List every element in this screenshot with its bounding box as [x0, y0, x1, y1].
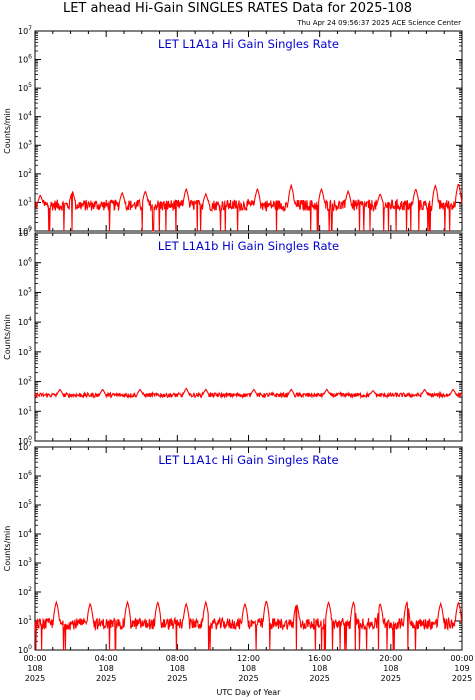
x-tick-time: 12:00	[237, 654, 260, 663]
y-tick-label: 106	[18, 257, 32, 268]
y-tick-exponent: 0	[28, 225, 32, 232]
x-tick-time: 16:00	[308, 654, 331, 663]
y-tick-exponent: 2	[28, 168, 32, 175]
x-tick-time: 00:00	[450, 654, 473, 663]
y-tick-label: 103	[18, 557, 32, 568]
y-tick-exponent: 1	[28, 615, 32, 622]
y-tick-label: 104	[18, 528, 32, 539]
x-tick-doy: 108	[312, 664, 327, 673]
y-tick-exponent: 1	[28, 196, 32, 203]
y-tick-label: 101	[18, 405, 32, 416]
y-tick-exponent: 4	[28, 528, 32, 535]
y-tick-exponent: 4	[28, 316, 32, 323]
x-tick-time: 20:00	[379, 654, 402, 663]
y-tick-label: 102	[18, 376, 32, 387]
y-tick-label: 107	[18, 25, 32, 36]
series-line-2	[34, 387, 463, 400]
y-tick-label: 105	[18, 499, 32, 510]
y-tick-exponent: 2	[28, 376, 32, 383]
y-tick-exponent: 5	[28, 499, 32, 506]
y-tick-exponent: 4	[28, 111, 32, 118]
y-tick-label: 106	[18, 470, 32, 481]
y-tick-exponent: 3	[28, 139, 32, 146]
x-tick-doy: 108	[383, 664, 398, 673]
y-tick-label: 103	[18, 346, 32, 357]
x-tick-doy: 108	[99, 664, 114, 673]
y-tick-label: 100	[18, 225, 32, 236]
x-tick-doy: 108	[241, 664, 256, 673]
x-tick-year: 2025	[452, 674, 472, 683]
panel-title-3: LET L1A1c Hi Gain Singles Rate	[158, 453, 338, 467]
x-tick-year: 2025	[381, 674, 401, 683]
y-tick-label: 102	[18, 586, 32, 597]
x-tick-year: 2025	[238, 674, 258, 683]
y-tick-exponent: 5	[28, 286, 32, 293]
y-tick-exponent: 2	[28, 586, 32, 593]
y-tick-label: 106	[18, 54, 32, 65]
y-tick-exponent: 5	[28, 82, 32, 89]
y-tick-exponent: 7	[28, 227, 32, 234]
y-tick-exponent: 6	[28, 257, 32, 264]
x-tick-time: 08:00	[166, 654, 189, 663]
y-tick-label: 107	[18, 441, 32, 452]
y-tick-label: 104	[18, 316, 32, 327]
y-tick-label: 103	[18, 139, 32, 150]
x-tick-doy: 109	[454, 664, 469, 673]
y-axis-label-1: Counts/min	[3, 108, 12, 154]
x-tick-doy: 108	[170, 664, 185, 673]
y-tick-label: 101	[18, 196, 32, 207]
x-tick-year: 2025	[167, 674, 187, 683]
x-tick-year: 2025	[25, 674, 45, 683]
y-tick-exponent: 6	[28, 470, 32, 477]
series-line-1	[34, 183, 463, 232]
y-tick-exponent: 7	[28, 25, 32, 32]
x-tick-year: 2025	[309, 674, 329, 683]
y-tick-label: 107	[18, 227, 32, 238]
x-tick-time: 00:00	[23, 654, 46, 663]
timestamp: Thu Apr 24 09:56:37 2025 ACE Science Cen…	[297, 19, 461, 27]
y-axis-label-3: Counts/min	[3, 526, 12, 572]
y-tick-label: 104	[18, 111, 32, 122]
y-tick-label: 105	[18, 82, 32, 93]
x-tick-time: 04:00	[95, 654, 118, 663]
y-tick-label: 100	[18, 644, 32, 655]
plot-frame-2	[34, 232, 463, 442]
panel-title-1: LET L1A1a Hi Gain Singles Rate	[158, 37, 339, 51]
y-tick-exponent: 0	[28, 644, 32, 651]
y-tick-exponent: 3	[28, 346, 32, 353]
x-axis-label: UTC Day of Year	[217, 688, 282, 697]
page-title: LET ahead Hi-Gain SINGLES RATES Data for…	[62, 1, 413, 16]
y-tick-label: 105	[18, 286, 32, 297]
x-tick-year: 2025	[96, 674, 116, 683]
y-tick-exponent: 6	[28, 54, 32, 61]
y-tick-exponent: 1	[28, 405, 32, 412]
y-axis-label-2: Counts/min	[3, 314, 12, 360]
y-tick-exponent: 3	[28, 557, 32, 564]
series-line-3	[34, 600, 463, 651]
y-tick-label: 100	[18, 435, 32, 446]
y-tick-label: 102	[18, 168, 32, 179]
y-tick-exponent: 0	[28, 435, 32, 442]
y-tick-label: 101	[18, 615, 32, 626]
panel-title-2: LET L1A1b Hi Gain Singles Rate	[158, 239, 339, 253]
x-tick-doy: 108	[27, 664, 42, 673]
y-tick-exponent: 7	[28, 441, 32, 448]
